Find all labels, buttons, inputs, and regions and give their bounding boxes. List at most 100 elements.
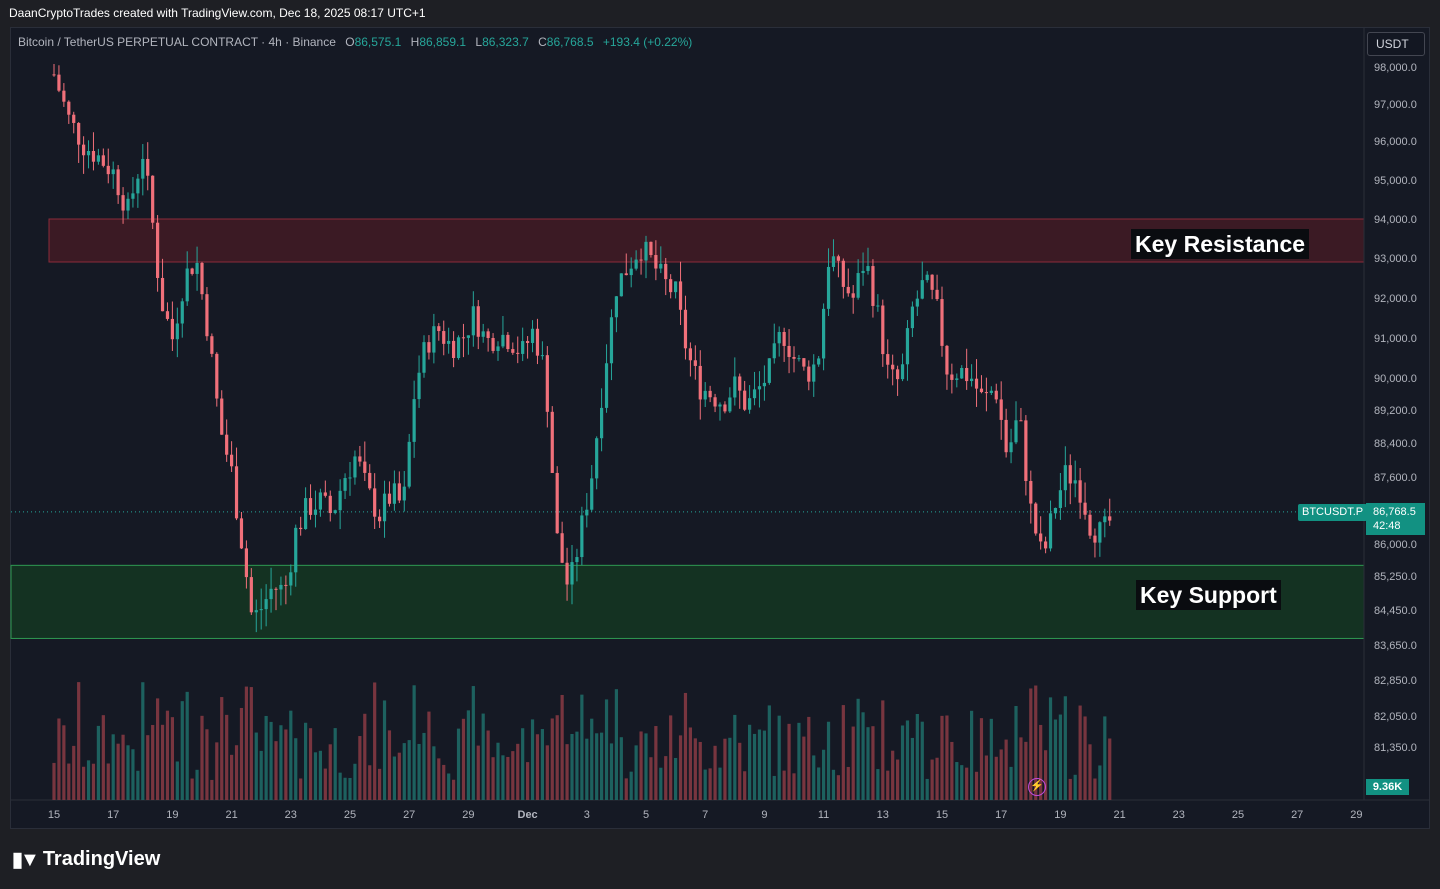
- volume-bar: [1029, 688, 1033, 800]
- volume-bar: [382, 700, 387, 800]
- volume-bar: [595, 733, 599, 800]
- volume-bar: [1024, 741, 1028, 800]
- candle-body: [313, 509, 318, 515]
- candle-body: [634, 259, 638, 269]
- candle-body: [151, 175, 155, 223]
- volume-bar: [614, 689, 618, 800]
- volume-bar: [308, 728, 313, 800]
- candle-body: [698, 365, 702, 400]
- candle-body: [289, 572, 293, 586]
- volume-bar: [708, 768, 712, 800]
- time-tick-label: 25: [1232, 809, 1244, 821]
- time-tick-label: 9: [761, 809, 767, 821]
- candle-body: [974, 378, 979, 389]
- candle-body: [432, 326, 436, 353]
- candle-body: [491, 337, 495, 351]
- candle-body: [886, 354, 890, 365]
- volume-bar: [634, 745, 638, 800]
- currency-selector[interactable]: USDT: [1367, 32, 1425, 56]
- candle-body: [540, 355, 544, 357]
- volume-bar: [294, 738, 298, 800]
- volume-bar: [945, 715, 949, 800]
- volume-bar: [77, 682, 81, 800]
- time-tick-label: 15: [936, 809, 948, 821]
- candle-body: [328, 495, 332, 514]
- volume-bar: [822, 749, 826, 800]
- candle-body: [230, 454, 234, 467]
- volume-bar: [422, 732, 426, 800]
- volume-bar: [368, 765, 372, 800]
- candle-body: [822, 308, 826, 359]
- price-tick-label: 94,000.0: [1374, 214, 1417, 226]
- candle-body: [121, 195, 125, 211]
- volume-bar: [131, 749, 135, 800]
- volume-bar: [674, 757, 678, 800]
- candle-body: [624, 273, 628, 276]
- volume-bar: [156, 698, 160, 800]
- volume-bar: [891, 750, 895, 800]
- candle-body: [358, 456, 362, 462]
- price-tick-label: 92,000.0: [1374, 293, 1417, 305]
- candle-body: [1083, 502, 1087, 515]
- candle-body: [861, 270, 865, 274]
- volume-bar: [91, 763, 96, 800]
- volume-bar: [896, 759, 900, 800]
- candle-body: [664, 263, 668, 280]
- candle-body: [215, 353, 219, 399]
- candle-body: [264, 599, 268, 610]
- open-label: O: [345, 35, 355, 49]
- candle-body: [333, 510, 337, 514]
- candle-body: [609, 317, 614, 364]
- volume-bar: [654, 726, 658, 800]
- volume-bar: [111, 734, 115, 800]
- lightning-icon[interactable]: ⚡: [1028, 778, 1046, 796]
- candle-body: [141, 158, 145, 179]
- volume-bar: [101, 715, 105, 800]
- volume-bar: [748, 724, 752, 800]
- candle-body: [560, 533, 564, 563]
- candle-body: [131, 193, 135, 199]
- candle-body: [506, 334, 510, 350]
- candle-body: [126, 198, 130, 211]
- candle-body: [476, 306, 480, 337]
- volume-bar: [1063, 696, 1067, 800]
- volume-bar: [452, 779, 456, 800]
- tradingview-logo[interactable]: ▮▼ TradingView: [12, 845, 160, 873]
- candle-body: [516, 352, 520, 354]
- volume-bar: [205, 729, 209, 800]
- volume-bar: [269, 721, 273, 800]
- candle-body: [82, 144, 86, 156]
- candle-body: [669, 279, 673, 293]
- symbol-title[interactable]: Bitcoin / TetherUS PERPETUAL CONTRACT · …: [18, 35, 336, 49]
- candle-body: [86, 151, 91, 156]
- candle-body: [343, 478, 347, 491]
- price-tick-label: 96,000.0: [1374, 136, 1417, 148]
- volume-bar: [767, 705, 771, 800]
- candle-body: [165, 311, 170, 319]
- volume-bar: [1019, 737, 1023, 800]
- volume-bar: [526, 762, 530, 800]
- volume-bar: [560, 694, 564, 800]
- candle-body: [116, 169, 120, 196]
- candle-body: [239, 518, 244, 549]
- volume-bar: [86, 760, 91, 800]
- price-tick-label: 85,250.0: [1374, 571, 1417, 583]
- volume-bar: [866, 727, 870, 800]
- volume-bar: [851, 726, 855, 800]
- candle-body: [905, 328, 910, 365]
- volume-bar: [1034, 685, 1038, 800]
- candle-body: [294, 527, 298, 573]
- volume-bar: [333, 728, 337, 800]
- candle-body: [600, 407, 604, 439]
- volume-bar: [960, 765, 964, 800]
- volume-bar: [688, 727, 692, 800]
- volume-bar: [52, 762, 56, 800]
- volume-bar: [62, 725, 66, 800]
- candle-body: [244, 548, 248, 578]
- volume-bar: [989, 718, 993, 800]
- candle-body: [871, 266, 875, 306]
- candle-body: [955, 378, 959, 380]
- candle-body: [639, 259, 643, 261]
- volume-bar: [496, 742, 500, 800]
